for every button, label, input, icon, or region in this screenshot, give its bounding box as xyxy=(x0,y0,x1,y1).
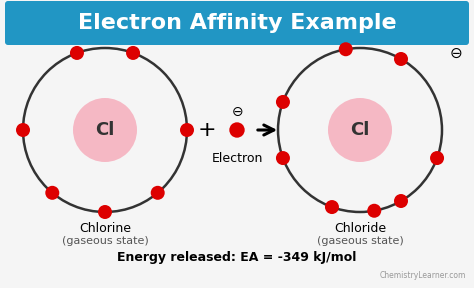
Circle shape xyxy=(367,204,381,218)
Text: $\ominus$: $\ominus$ xyxy=(231,105,243,119)
Text: Chloride: Chloride xyxy=(334,222,386,235)
Text: Electron Affinity Example: Electron Affinity Example xyxy=(78,13,396,33)
Circle shape xyxy=(328,98,392,162)
Circle shape xyxy=(126,46,140,60)
FancyBboxPatch shape xyxy=(5,1,469,45)
Circle shape xyxy=(46,186,59,200)
Text: Chlorine: Chlorine xyxy=(79,222,131,235)
Text: Cl: Cl xyxy=(95,121,115,139)
Text: Energy released: EA = -349 kJ/mol: Energy released: EA = -349 kJ/mol xyxy=(117,251,357,264)
Text: $\ominus$: $\ominus$ xyxy=(449,46,463,60)
Circle shape xyxy=(70,46,84,60)
Circle shape xyxy=(151,186,164,200)
Circle shape xyxy=(276,151,290,165)
Circle shape xyxy=(98,205,112,219)
Text: Electron: Electron xyxy=(211,152,263,165)
Circle shape xyxy=(229,122,245,138)
Text: (gaseous state): (gaseous state) xyxy=(317,236,403,246)
Circle shape xyxy=(394,194,408,208)
Circle shape xyxy=(325,200,339,214)
Text: Cl: Cl xyxy=(350,121,370,139)
Circle shape xyxy=(16,123,30,137)
Circle shape xyxy=(394,52,408,66)
Text: +: + xyxy=(198,120,216,140)
Circle shape xyxy=(276,95,290,109)
Circle shape xyxy=(73,98,137,162)
Circle shape xyxy=(430,151,444,165)
Circle shape xyxy=(339,42,353,56)
Circle shape xyxy=(180,123,194,137)
Text: (gaseous state): (gaseous state) xyxy=(62,236,148,246)
Text: ChemistryLearner.com: ChemistryLearner.com xyxy=(380,271,466,280)
